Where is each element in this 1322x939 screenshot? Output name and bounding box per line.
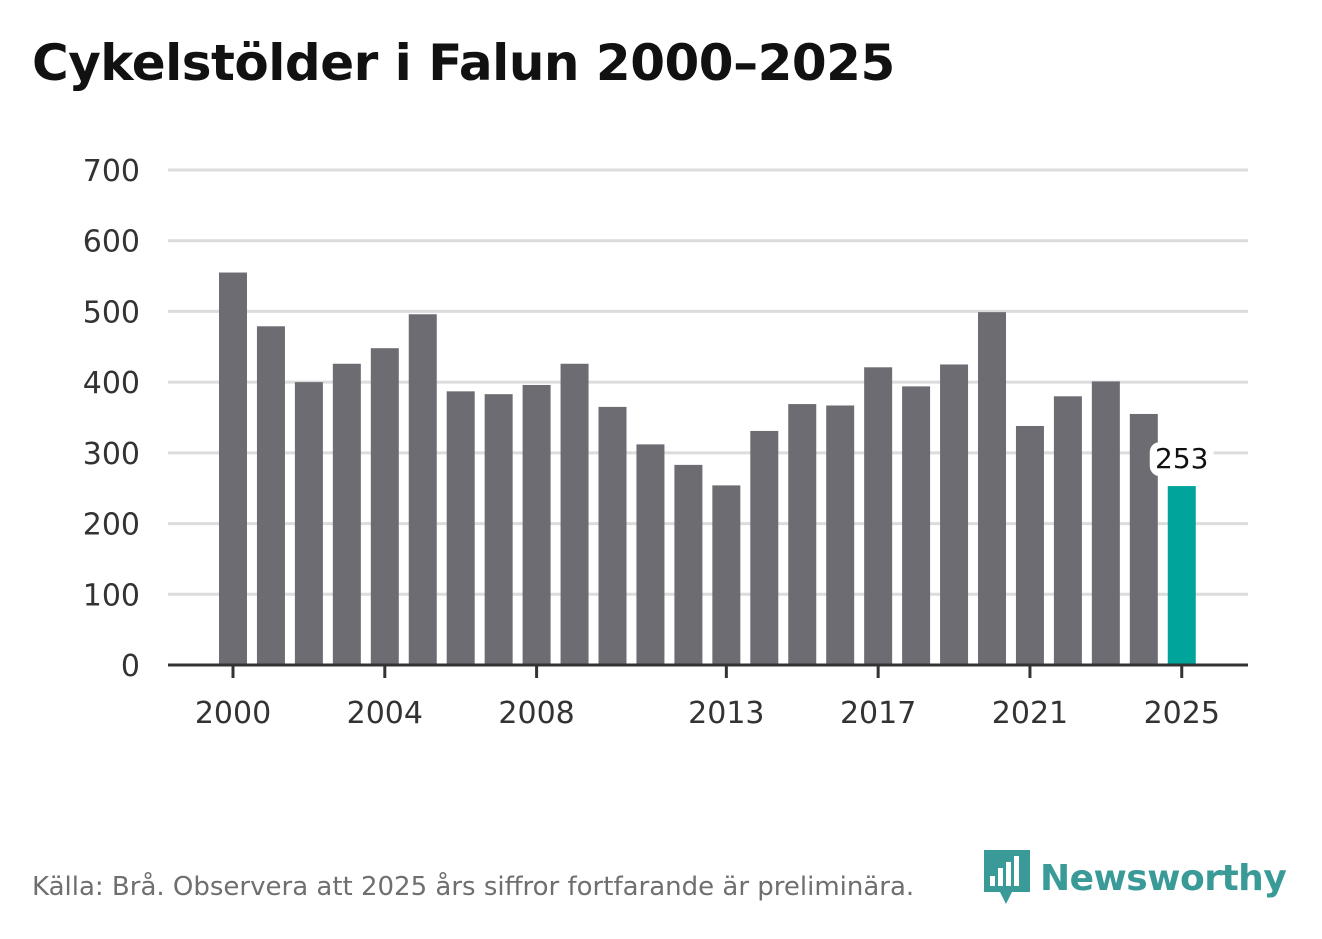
brand-logo: Newsworthy <box>982 848 1287 908</box>
bar-2016 <box>826 405 855 665</box>
bar-2009 <box>560 363 589 665</box>
bar-2000 <box>219 272 247 665</box>
bar-2008 <box>522 384 551 665</box>
chart-title: Cykelstölder i Falun 2000–2025 <box>32 34 895 92</box>
bar-2010 <box>598 406 627 665</box>
bar-2013 <box>712 485 741 665</box>
brand-name: Newsworthy <box>1040 857 1287 899</box>
bar-2004 <box>370 348 399 665</box>
y-tick-label-0: 0 <box>121 649 140 684</box>
x-tick-label-2017: 2017 <box>840 696 916 731</box>
y-tick-label-400: 400 <box>83 366 140 401</box>
x-tick-label-2008: 2008 <box>498 696 574 731</box>
data-label-background <box>1149 442 1214 477</box>
bar-2020 <box>978 312 1006 665</box>
grid-lines <box>168 168 1248 596</box>
source-note: Källa: Brå. Observera att 2025 års siffr… <box>32 872 915 902</box>
labels: 0 100 200 300 400 500 600 700 2000 2004 2008 2013 20… <box>83 154 1220 731</box>
bar-2019 <box>940 364 969 665</box>
bar-2018 <box>902 386 931 665</box>
y-tick-label-100: 100 <box>83 578 140 613</box>
bar-2011 <box>636 444 665 665</box>
bar-2025 <box>1167 486 1196 665</box>
bar-2017 <box>864 367 893 665</box>
axes <box>168 663 1248 678</box>
y-tick-label-600: 600 <box>83 225 140 260</box>
newsworthy-logo-icon <box>984 850 1030 904</box>
x-tick-label-2025: 2025 <box>1144 696 1220 731</box>
data-label-2025: 253 <box>1155 442 1208 475</box>
bar-2003 <box>332 363 361 665</box>
bar-2005 <box>408 314 437 665</box>
bar-2014 <box>750 430 779 665</box>
y-tick-label-700: 700 <box>83 154 140 189</box>
x-tick-label-2004: 2004 <box>347 696 423 731</box>
x-tick-label-2000: 2000 <box>195 696 271 731</box>
bar-2006 <box>446 391 475 665</box>
bar-2001 <box>256 326 285 665</box>
bar-2007 <box>484 394 513 665</box>
bar-2012 <box>674 464 703 665</box>
y-tick-label-200: 200 <box>83 508 140 543</box>
bars <box>219 272 1196 665</box>
y-tick-label-300: 300 <box>83 437 140 472</box>
bar-2002 <box>294 382 323 665</box>
bar-2022 <box>1053 396 1082 665</box>
x-tick-label-2021: 2021 <box>992 696 1068 731</box>
bar-2015 <box>788 404 817 665</box>
x-tick-label-2013: 2013 <box>688 696 764 731</box>
bar-2023 <box>1091 381 1120 665</box>
bar-2021 <box>1015 425 1044 665</box>
y-tick-label-500: 500 <box>83 295 140 330</box>
